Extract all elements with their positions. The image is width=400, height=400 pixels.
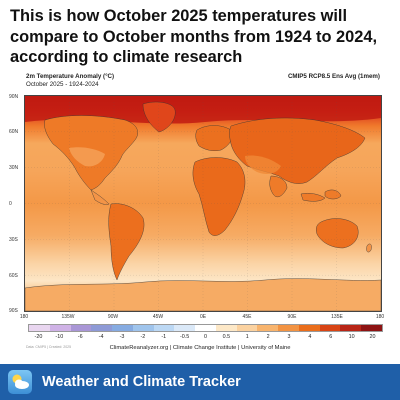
colorbar-tick-label: 4	[308, 334, 312, 340]
lat-label: 0	[9, 201, 12, 207]
lon-label: 180	[19, 314, 29, 320]
tiny-note: Data: CMIP5 | Created: 2025	[26, 345, 72, 349]
colorbar-tick-label: -4	[98, 334, 104, 340]
colorbar-tick-label: -10	[55, 334, 64, 340]
headline: This is how October 2025 temperatures wi…	[10, 7, 378, 66]
colorbar-tick-label: -1	[161, 334, 167, 340]
lat-label: 60S	[9, 273, 18, 279]
map-subtitle: October 2025 - 1924-2024	[26, 81, 99, 88]
colorbar-tick-label: -20	[34, 334, 43, 340]
colorbar-swatch	[49, 325, 71, 331]
colorbar-tick-label: 20	[369, 334, 376, 340]
lat-label: 30S	[9, 237, 18, 243]
colorbar-tick-label: 2	[266, 334, 270, 340]
colorbar-tick-label: -6	[77, 334, 83, 340]
lon-label: 180	[375, 314, 385, 320]
map-panel: 2m Temperature Anomaly (°C) October 2025…	[0, 68, 400, 363]
brand-title: Weather and Climate Tracker	[42, 374, 241, 390]
anomaly-map	[24, 95, 382, 312]
lat-label: 90N	[9, 94, 19, 100]
lon-label: 135W	[61, 314, 75, 320]
colorbar-swatch	[340, 325, 362, 331]
weather-app-icon	[8, 370, 32, 394]
lat-label: 90S	[9, 308, 18, 314]
colorbar-swatch	[112, 325, 133, 331]
anomaly-map-graphic	[25, 96, 381, 311]
colorbar-swatch	[174, 325, 196, 331]
colorbar-tick-label: 0.5	[222, 334, 231, 340]
colorbar-swatch	[236, 325, 258, 331]
colorbar-swatch	[215, 325, 237, 331]
lon-label: 45E	[242, 314, 252, 320]
lon-label: 0E	[199, 314, 207, 320]
colorbar-swatch	[278, 325, 299, 331]
footer-bar: Weather and Climate Tracker	[0, 364, 400, 400]
lon-label: 90E	[287, 314, 297, 320]
map-model-label: CMIP5 RCP8.5 Ens Avg (1mem)	[287, 73, 380, 80]
colorbar-tick-label: 10	[348, 334, 355, 340]
colorbar-swatch	[257, 325, 279, 331]
lon-label: 45W	[152, 314, 164, 320]
colorbar-swatch	[29, 325, 50, 331]
colorbar-swatch	[361, 325, 383, 331]
colorbar-swatch	[195, 325, 216, 331]
colorbar-swatch	[70, 325, 92, 331]
colorbar-ticks: -20 -10 -6 -4 -3 -2 -1 -0.5 0 0.5 1 2 3 4 6 10 20	[28, 334, 383, 342]
colorbar-tick-label: 0	[204, 334, 207, 340]
lon-label: 90W	[107, 314, 119, 320]
colorbar-swatch	[91, 325, 113, 331]
lat-label: 60N	[9, 129, 19, 135]
colorbar-swatch	[153, 325, 175, 331]
colorbar-tick-label: -2	[140, 334, 146, 340]
colorbar-tick-label: -3	[119, 334, 125, 340]
colorbar-tick-label: 1	[245, 334, 249, 340]
colorbar-swatch	[319, 325, 341, 331]
lon-label: 135E	[331, 314, 343, 320]
colorbar-tick-label: 6	[329, 334, 333, 340]
colorbar-tick-label: 3	[287, 334, 291, 340]
map-title: 2m Temperature Anomaly (°C)	[26, 73, 115, 80]
data-credit: ClimateReanalyzer.org | Climate Change I…	[109, 345, 291, 351]
colorbar-swatch	[132, 325, 154, 331]
colorbar	[28, 324, 383, 332]
colorbar-swatch	[298, 325, 320, 331]
lat-label: 30N	[9, 165, 19, 171]
colorbar-tick-label: -0.5	[179, 334, 190, 340]
